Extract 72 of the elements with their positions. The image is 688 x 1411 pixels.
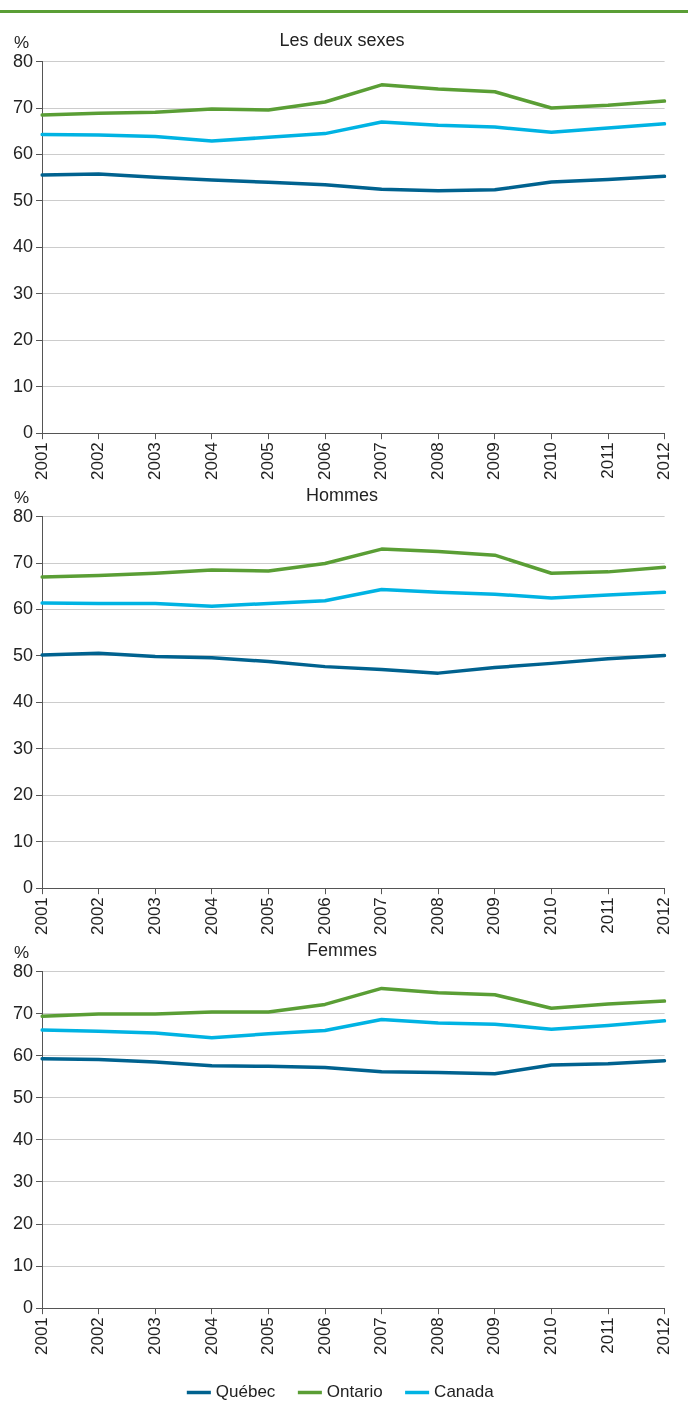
y-tick-label: 80	[12, 960, 34, 981]
legend-label: Canada	[434, 1382, 495, 1402]
y-tick-label: 0	[23, 1297, 34, 1318]
y-tick-label: 70	[12, 1002, 34, 1023]
x-tick-label: 2002	[88, 442, 108, 481]
x-tick-label: 2012	[654, 1317, 674, 1356]
x-tick-label: 2010	[541, 1317, 561, 1356]
x-tick-label: 2004	[201, 442, 221, 481]
x-tick-label: 2006	[314, 897, 334, 936]
x-tick-label: 2008	[427, 897, 447, 936]
x-tick-label: 2002	[88, 897, 108, 936]
x-tick-label: 2003	[144, 1317, 164, 1356]
y-tick-label: 70	[12, 552, 34, 573]
x-tick-label: 2001	[31, 442, 51, 481]
y-tick-label: 40	[12, 236, 34, 257]
x-tick-label: 2008	[427, 1317, 447, 1356]
y-tick-label: 80	[12, 50, 34, 71]
x-tick-label: 2004	[201, 897, 221, 936]
y-tick-label: 30	[12, 282, 34, 303]
x-tick-label: 2007	[371, 897, 391, 936]
x-tick-label: 2003	[144, 897, 164, 936]
x-tick-label: 2012	[654, 442, 674, 481]
y-tick-label: 30	[12, 737, 34, 758]
x-tick-label: 2006	[314, 1317, 334, 1356]
y-tick-label: 40	[12, 1128, 34, 1149]
x-tick-label: 2012	[654, 897, 674, 936]
y-tick-label: 10	[12, 375, 34, 396]
x-tick-label: 2011	[597, 897, 617, 934]
x-tick-label: 2004	[201, 1317, 221, 1356]
y-tick-label: 50	[12, 1086, 34, 1107]
chart-title: Les deux sexes	[279, 29, 405, 50]
y-tick-label: 0	[23, 422, 34, 443]
x-tick-label: 2003	[144, 442, 164, 481]
y-tick-label: 20	[12, 329, 34, 350]
x-tick-label: 2002	[88, 1317, 108, 1356]
y-tick-label: 60	[12, 1044, 34, 1065]
legend-label: Ontario	[326, 1382, 383, 1402]
x-tick-label: 2009	[484, 442, 504, 481]
x-tick-label: 2008	[427, 442, 447, 481]
x-tick-label: 2007	[371, 442, 391, 481]
x-tick-label: 2006	[314, 442, 334, 481]
y-tick-label: 60	[12, 143, 34, 164]
y-tick-label: 80	[12, 505, 34, 526]
y-tick-label: 10	[12, 1255, 34, 1276]
chart-title: Femmes	[306, 939, 378, 960]
x-tick-label: 2010	[541, 442, 561, 481]
y-tick-label: 20	[12, 1213, 34, 1234]
x-tick-label: 2011	[597, 442, 617, 479]
x-tick-label: 2009	[484, 897, 504, 936]
x-tick-label: 2007	[371, 1317, 391, 1356]
y-tick-label: 50	[12, 644, 34, 665]
y-tick-label: 20	[12, 784, 34, 805]
y-tick-label: 70	[12, 97, 34, 118]
y-tick-label: 0	[23, 877, 34, 898]
y-axis-title: %	[14, 487, 30, 507]
y-axis-title: %	[14, 942, 30, 962]
x-tick-label: 2010	[541, 897, 561, 936]
y-axis-title: %	[14, 32, 30, 52]
x-tick-label: 2001	[31, 1317, 51, 1356]
y-tick-label: 50	[12, 189, 34, 210]
x-tick-label: 2011	[597, 1317, 617, 1354]
y-tick-label: 40	[12, 691, 34, 712]
y-tick-label: 60	[12, 598, 34, 619]
x-tick-label: 2009	[484, 1317, 504, 1356]
x-tick-label: 2001	[31, 897, 51, 936]
chart-title: Hommes	[305, 484, 379, 505]
y-tick-label: 30	[12, 1170, 34, 1191]
x-tick-label: 2005	[258, 1317, 278, 1356]
x-tick-label: 2005	[258, 442, 278, 481]
x-tick-label: 2005	[258, 897, 278, 936]
y-tick-label: 10	[12, 830, 34, 851]
legend-label: Québec	[215, 1382, 276, 1402]
